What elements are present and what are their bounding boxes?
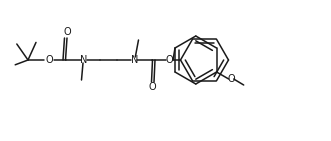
Text: N: N <box>80 55 87 65</box>
Text: O: O <box>63 27 71 38</box>
Text: O: O <box>227 74 235 84</box>
Text: O: O <box>149 82 156 92</box>
Text: O: O <box>166 55 173 65</box>
Text: N: N <box>131 55 138 65</box>
Text: O: O <box>46 55 53 65</box>
